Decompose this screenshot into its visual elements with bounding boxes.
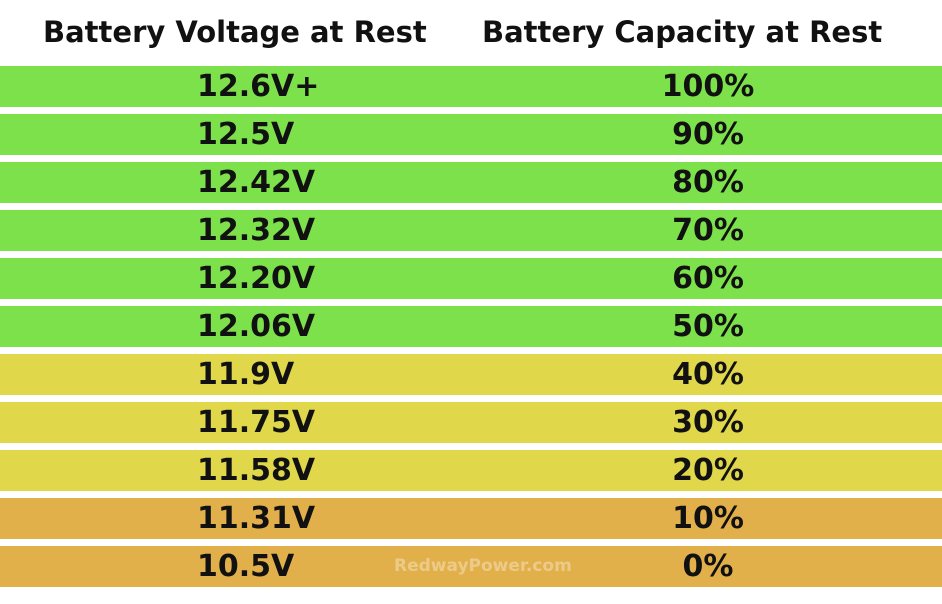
table-row: 11.75V 30%: [0, 402, 942, 443]
table-row: 12.32V 70%: [0, 210, 942, 251]
voltage-cell: 12.42V: [197, 165, 316, 200]
capacity-cell: 70%: [672, 213, 744, 248]
table-row: 12.42V 80%: [0, 162, 942, 203]
voltage-cell: 12.06V: [197, 309, 316, 344]
table-row: 10.5V 0%: [0, 546, 942, 587]
voltage-cell: 12.6V+: [197, 69, 320, 104]
capacity-cell: 90%: [672, 117, 744, 152]
table-header: Battery Voltage at Rest Battery Capacity…: [0, 0, 942, 66]
table-row: 12.06V 50%: [0, 306, 942, 347]
capacity-cell: 60%: [672, 261, 744, 296]
capacity-cell: 30%: [672, 405, 744, 440]
voltage-cell: 12.20V: [197, 261, 316, 296]
table-row: 12.20V 60%: [0, 258, 942, 299]
table-row: 11.9V 40%: [0, 354, 942, 395]
capacity-cell: 40%: [672, 357, 744, 392]
table-row: 12.5V 90%: [0, 114, 942, 155]
capacity-cell: 0%: [682, 549, 734, 584]
table-row: 12.6V+ 100%: [0, 66, 942, 107]
capacity-cell: 50%: [672, 309, 744, 344]
voltage-cell: 11.31V: [197, 501, 316, 536]
voltage-cell: 11.75V: [197, 405, 316, 440]
voltage-cell: 12.32V: [197, 213, 316, 248]
voltage-cell: 11.9V: [197, 357, 295, 392]
capacity-cell: 20%: [672, 453, 744, 488]
capacity-cell: 80%: [672, 165, 744, 200]
voltage-column-header: Battery Voltage at Rest: [43, 15, 427, 49]
watermark: RedwayPower.com: [394, 556, 572, 576]
voltage-cell: 12.5V: [197, 117, 295, 152]
table-row: 11.58V 20%: [0, 450, 942, 491]
voltage-cell: 11.58V: [197, 453, 316, 488]
capacity-cell: 10%: [672, 501, 744, 536]
capacity-cell: 100%: [661, 69, 755, 104]
table-row: 11.31V 10%: [0, 498, 942, 539]
voltage-cell: 10.5V: [197, 549, 295, 584]
capacity-column-header: Battery Capacity at Rest: [482, 15, 883, 49]
